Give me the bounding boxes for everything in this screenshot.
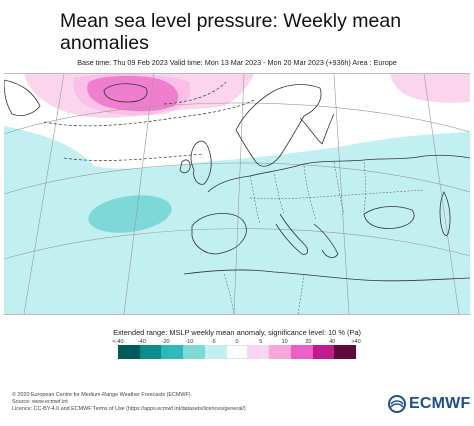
footer-source: Source: www.ecmwf.int	[12, 399, 68, 405]
contour-lines	[43, 81, 255, 161]
legend-swatch	[118, 345, 140, 359]
legend-tick: -10	[185, 339, 194, 345]
ecmwf-logo-icon	[388, 395, 406, 413]
anomaly-map[interactable]	[4, 73, 470, 315]
legend-tick: 40	[329, 339, 336, 345]
negative-anomaly-region	[4, 126, 470, 314]
footer-copyright: © 2020 European Centre for Medium-Range …	[12, 392, 191, 398]
legend-swatch	[161, 345, 183, 359]
map-svg	[4, 74, 470, 314]
coastlines	[4, 79, 470, 282]
graticule	[4, 74, 470, 314]
legend-tick: <-40	[112, 339, 124, 345]
legend-tick: 5	[259, 339, 263, 345]
positive-anomaly-east	[390, 74, 470, 103]
legend-tick: 0	[235, 339, 239, 345]
legend-swatch	[139, 345, 162, 359]
legend-colorbar	[118, 345, 357, 359]
footer: © 2020 European Centre for Medium-Range …	[12, 392, 332, 413]
legend-swatch	[182, 345, 205, 359]
page-title: Mean sea level pressure: Weekly mean ano…	[60, 10, 402, 54]
legend-ticks: <-40 -40 -20 -10 -5 0 5 10 20 40 >40	[112, 339, 360, 347]
strong-positive-region	[87, 75, 179, 112]
borders	[223, 161, 425, 314]
strong-negative-region	[88, 195, 172, 233]
legend-tick: 10	[281, 339, 288, 345]
legend-swatch	[312, 345, 335, 359]
strong-positive-core	[73, 74, 191, 116]
legend-tick: >40	[351, 339, 361, 345]
legend-tick: 20	[305, 339, 312, 345]
legend-swatch	[247, 345, 270, 359]
legend-tick: -5	[210, 339, 216, 345]
ecmwf-logo: ECMWF	[388, 394, 470, 414]
subtitle: Base time: Thu 09 Feb 2023 Valid time: M…	[77, 58, 397, 67]
legend-swatch	[269, 345, 292, 359]
footer-licence: Licence: CC-BY-4.0 and ECMWF Terms of Us…	[12, 406, 246, 412]
legend-swatch	[334, 345, 357, 359]
legend-swatch	[226, 345, 248, 359]
legend-tick: -40	[137, 339, 146, 345]
legend-swatch	[204, 345, 227, 359]
legend-tick: -20	[161, 339, 170, 345]
ecmwf-wordmark: ECMWF	[409, 395, 471, 412]
legend-swatch	[291, 345, 313, 359]
legend-title: Extended range: MSLP weekly mean anomaly…	[113, 328, 361, 337]
